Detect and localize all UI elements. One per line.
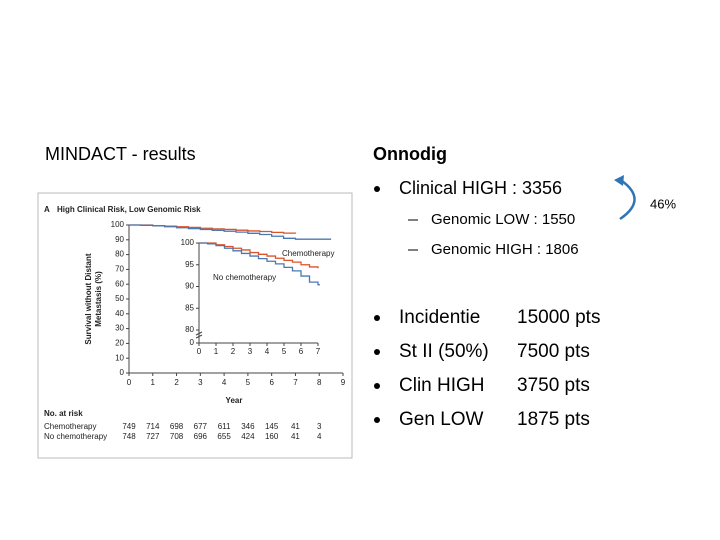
x-tick-label: 9	[341, 378, 346, 387]
bullet-dot	[374, 383, 380, 389]
at-risk-header: No. at risk	[44, 409, 83, 418]
y-tick-label: 40	[115, 309, 124, 318]
at-risk-count: 160	[265, 432, 279, 441]
at-risk-count: 424	[241, 432, 255, 441]
at-risk-count: 346	[241, 422, 255, 431]
inset-y-tick-label: 95	[185, 260, 194, 269]
inset-y-tick-label: 100	[181, 238, 195, 247]
at-risk-count: 727	[146, 432, 160, 441]
heading: Onnodig	[373, 144, 447, 164]
table-cell: Incidentie	[399, 307, 480, 328]
x-tick-label: 6	[269, 378, 274, 387]
inset-x-tick-label: 4	[265, 347, 270, 356]
inset-x-tick-label: 0	[197, 347, 202, 356]
sub-bullet: Genomic HIGH : 1806	[431, 241, 579, 258]
at-risk-count: 708	[170, 432, 184, 441]
at-risk-count: 748	[122, 432, 136, 441]
y-tick-label: 70	[115, 265, 124, 274]
y-tick-label: 20	[115, 339, 124, 348]
at-risk-count: 698	[170, 422, 184, 431]
table-cell: 15000 pts	[517, 307, 600, 328]
table-cell: 3750 pts	[517, 375, 590, 396]
bullet: Clinical HIGH : 3356	[399, 178, 562, 198]
arrow	[619, 179, 636, 221]
y-tick-label: 60	[115, 279, 124, 288]
at-risk-count: 677	[194, 422, 208, 431]
y-tick-label: 90	[115, 235, 124, 244]
inset-x-tick-label: 6	[299, 347, 304, 356]
at-risk-count: 696	[194, 432, 208, 441]
bullet-dot	[374, 349, 380, 355]
x-axis-label: Year	[226, 396, 243, 405]
chart-title: High Clinical Risk, Low Genomic Risk	[57, 205, 201, 214]
bullet-dot	[374, 315, 380, 321]
annotation: 46%	[650, 196, 676, 211]
inset-y-tick-label: 85	[185, 303, 194, 312]
axis-break	[195, 331, 203, 339]
table-cell: 7500 pts	[517, 341, 590, 362]
bullet-dot	[374, 417, 380, 423]
x-tick-label: 4	[222, 378, 227, 387]
x-tick-label: 8	[317, 378, 322, 387]
table-cell: St II (50%)	[399, 341, 489, 362]
y-tick-label: 30	[115, 324, 124, 333]
series-label: No chemotherapy	[213, 273, 276, 282]
arrow-head	[614, 175, 624, 186]
survival-curve	[129, 224, 332, 240]
y-tick-label: 80	[115, 250, 124, 259]
slide-title: MINDACT - results	[45, 144, 196, 164]
at-risk-label: No chemotherapy	[44, 432, 107, 441]
figure-frame	[37, 192, 353, 459]
at-risk-count: 3	[317, 422, 322, 431]
y-tick-label: 10	[115, 353, 124, 362]
inset-y-tick-label: 90	[185, 282, 194, 291]
at-risk-count: 41	[291, 422, 300, 431]
at-risk-label: Chemotherapy	[44, 422, 96, 431]
inset-x-tick-label: 2	[231, 347, 236, 356]
at-risk-count: 611	[218, 422, 231, 431]
inset-x-tick-label: 1	[214, 347, 219, 356]
at-risk-count: 4	[317, 432, 322, 441]
x-tick-label: 1	[151, 378, 156, 387]
inset-survival-curve	[199, 242, 320, 286]
figure: A High Clinical Risk, Low Genomic Risk Y…	[37, 192, 353, 459]
at-risk-count: 714	[146, 422, 160, 431]
at-risk-count: 145	[265, 422, 279, 431]
y-axis-label: Survival without Distant	[84, 253, 93, 344]
sub-bullet: Genomic LOW : 1550	[431, 211, 575, 228]
inset-x-tick-label: 3	[248, 347, 253, 356]
x-tick-label: 3	[198, 378, 203, 387]
y-tick-label: 50	[115, 294, 124, 303]
at-risk-count: 41	[291, 432, 300, 441]
panel-label: A	[44, 205, 50, 214]
at-risk-count: 749	[122, 422, 136, 431]
y-axis-label: Metastasis (%)	[94, 271, 103, 327]
at-risk-count: 655	[217, 432, 231, 441]
inset-y-tick-label: 80	[185, 325, 194, 334]
x-tick-label: 5	[246, 378, 251, 387]
y-tick-label: 0	[120, 368, 125, 377]
inset-y-tick-label: 0	[190, 338, 195, 347]
x-tick-label: 7	[293, 378, 298, 387]
table: Incidentie 15000 pts St II (50%) 7500 pts Cl…	[374, 307, 600, 430]
inset-x-tick-label: 7	[316, 347, 321, 356]
bullet-dot	[374, 186, 380, 192]
inset-x-tick-label: 5	[282, 347, 287, 356]
series-label: Chemotherapy	[282, 249, 334, 258]
table-cell: Clin HIGH	[399, 375, 485, 396]
table-cell: Gen LOW	[399, 409, 484, 430]
x-tick-label: 2	[174, 378, 179, 387]
table-cell: 1875 pts	[517, 409, 590, 430]
x-tick-label: 0	[127, 378, 132, 387]
y-tick-label: 100	[111, 220, 125, 229]
